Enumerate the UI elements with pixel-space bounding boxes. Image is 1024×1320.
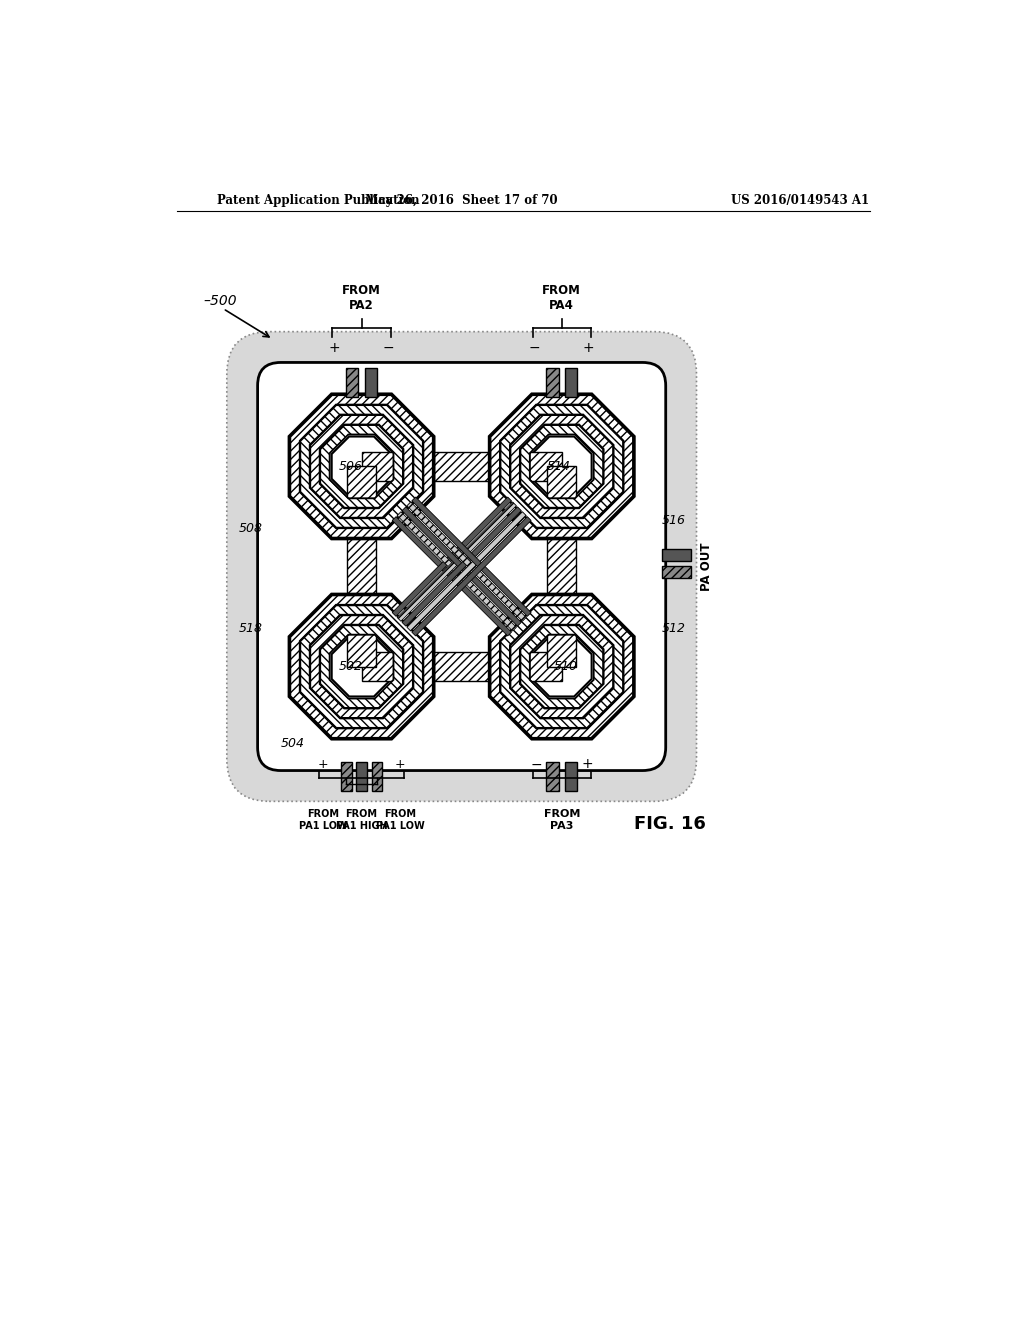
Text: PA OUT: PA OUT <box>700 543 714 591</box>
PathPatch shape <box>490 395 633 537</box>
Text: +: + <box>329 341 340 355</box>
Text: −: − <box>529 341 541 355</box>
Polygon shape <box>361 451 562 480</box>
PathPatch shape <box>310 615 413 718</box>
Polygon shape <box>397 512 516 631</box>
PathPatch shape <box>321 626 402 708</box>
Text: May 26, 2016  Sheet 17 of 70: May 26, 2016 Sheet 17 of 70 <box>366 194 558 207</box>
Polygon shape <box>412 516 531 636</box>
PathPatch shape <box>511 615 613 718</box>
PathPatch shape <box>300 606 423 727</box>
PathPatch shape <box>520 626 603 708</box>
Polygon shape <box>392 516 512 636</box>
Text: FROM
PA4: FROM PA4 <box>543 284 582 313</box>
PathPatch shape <box>300 405 423 528</box>
Bar <box>356 762 367 792</box>
PathPatch shape <box>511 416 613 517</box>
PathPatch shape <box>490 595 633 738</box>
Bar <box>662 566 691 578</box>
Text: 518: 518 <box>239 622 262 635</box>
Bar <box>547 368 559 397</box>
Text: 516: 516 <box>662 513 686 527</box>
Text: 506: 506 <box>339 459 362 473</box>
Text: −: − <box>530 758 542 771</box>
Text: FROM
PA3: FROM PA3 <box>544 809 580 830</box>
PathPatch shape <box>520 626 603 708</box>
PathPatch shape <box>310 416 413 517</box>
Bar <box>365 368 377 397</box>
Text: 502: 502 <box>339 660 362 673</box>
Text: FROM
PA2: FROM PA2 <box>342 284 381 313</box>
Polygon shape <box>402 507 521 626</box>
Polygon shape <box>531 437 592 496</box>
Bar <box>565 368 578 397</box>
Text: FROM
PA1 LOW: FROM PA1 LOW <box>299 809 347 830</box>
PathPatch shape <box>321 425 402 508</box>
PathPatch shape <box>310 416 413 517</box>
Bar <box>565 762 578 792</box>
Text: 512: 512 <box>662 622 686 635</box>
Text: Patent Application Publication: Patent Application Publication <box>217 194 419 207</box>
PathPatch shape <box>511 416 613 517</box>
PathPatch shape <box>321 626 402 708</box>
Text: FIG. 16: FIG. 16 <box>634 816 706 833</box>
PathPatch shape <box>490 595 633 738</box>
Text: FROM
PA1 LOW: FROM PA1 LOW <box>376 809 424 830</box>
PathPatch shape <box>300 606 423 727</box>
Polygon shape <box>332 437 391 496</box>
Polygon shape <box>547 466 577 667</box>
PathPatch shape <box>310 615 413 718</box>
Text: 508: 508 <box>239 521 262 535</box>
Bar <box>341 762 351 792</box>
Polygon shape <box>392 498 512 616</box>
Text: 504: 504 <box>281 737 305 750</box>
Text: +: + <box>317 758 329 771</box>
PathPatch shape <box>501 405 623 528</box>
PathPatch shape <box>501 606 623 727</box>
PathPatch shape <box>520 425 603 508</box>
PathPatch shape <box>501 606 623 727</box>
FancyBboxPatch shape <box>226 331 696 801</box>
Polygon shape <box>407 512 526 631</box>
Bar <box>547 762 559 792</box>
PathPatch shape <box>490 395 633 537</box>
PathPatch shape <box>291 395 433 537</box>
Bar <box>372 762 382 792</box>
Text: –500: –500 <box>204 294 238 308</box>
PathPatch shape <box>291 595 433 738</box>
Polygon shape <box>332 636 391 697</box>
Text: −: − <box>383 341 394 355</box>
PathPatch shape <box>321 425 402 508</box>
Polygon shape <box>361 652 562 681</box>
Text: FROM
PA1 HIGH: FROM PA1 HIGH <box>336 809 387 830</box>
Text: 510: 510 <box>554 660 579 673</box>
PathPatch shape <box>291 395 433 537</box>
Text: US 2016/0149543 A1: US 2016/0149543 A1 <box>731 194 869 207</box>
Polygon shape <box>402 507 521 626</box>
Text: +: + <box>582 758 593 771</box>
Text: 514: 514 <box>547 459 570 473</box>
PathPatch shape <box>291 595 433 738</box>
Polygon shape <box>407 502 526 622</box>
Bar <box>346 368 358 397</box>
PathPatch shape <box>511 615 613 718</box>
Text: +: + <box>394 758 406 771</box>
PathPatch shape <box>520 425 603 508</box>
PathPatch shape <box>300 405 423 528</box>
Polygon shape <box>531 636 592 697</box>
Text: +: + <box>583 341 595 355</box>
Bar <box>662 549 691 561</box>
Polygon shape <box>397 502 516 622</box>
PathPatch shape <box>501 405 623 528</box>
FancyBboxPatch shape <box>258 363 666 771</box>
Polygon shape <box>347 466 376 667</box>
Polygon shape <box>412 498 531 616</box>
